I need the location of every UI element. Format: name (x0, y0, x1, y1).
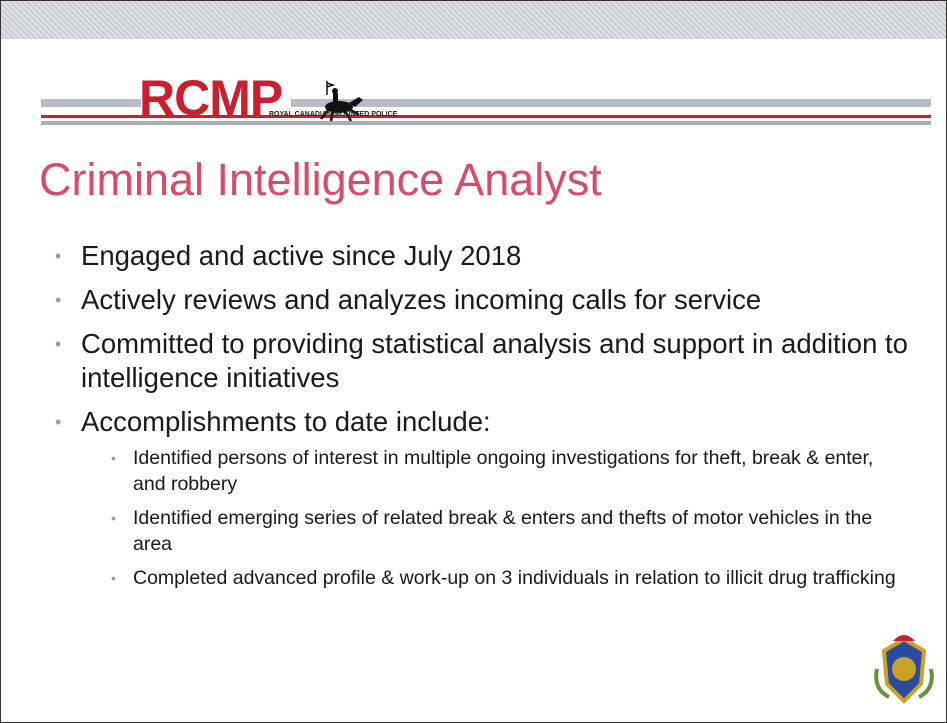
logo-tagline: ROYAL CANADIAN MOUNTED POLICE (269, 111, 398, 118)
bullet-text: Engaged and active since July 2018 (81, 240, 522, 271)
top-band (1, 1, 946, 39)
bullet-text: Actively reviews and analyzes incoming c… (81, 284, 762, 315)
bullet: Committed to providing statistical analy… (53, 327, 923, 395)
bullet-list: Engaged and active since July 2018 Active… (53, 239, 923, 601)
bullet: Accomplishments to date include: Identifi… (53, 405, 923, 591)
sub-bullet: Completed advanced profile & work-up on … (81, 565, 903, 591)
sub-bullet: Identified emerging series of related br… (81, 505, 903, 557)
bullet: Engaged and active since July 2018 (53, 239, 923, 273)
sub-bullet-list: Identified persons of interest in multip… (81, 445, 923, 591)
sub-bullet: Identified persons of interest in multip… (81, 445, 903, 497)
slide-title: Criminal Intelligence Analyst (39, 154, 602, 205)
logo: RCMP (139, 70, 283, 126)
crest (874, 635, 934, 704)
bullet-text: Accomplishments to date include: (81, 406, 491, 437)
bullet: Actively reviews and analyzes incoming c… (53, 283, 923, 317)
header-rules (41, 81, 931, 125)
bullet-text: Committed to providing statistical analy… (81, 328, 908, 393)
